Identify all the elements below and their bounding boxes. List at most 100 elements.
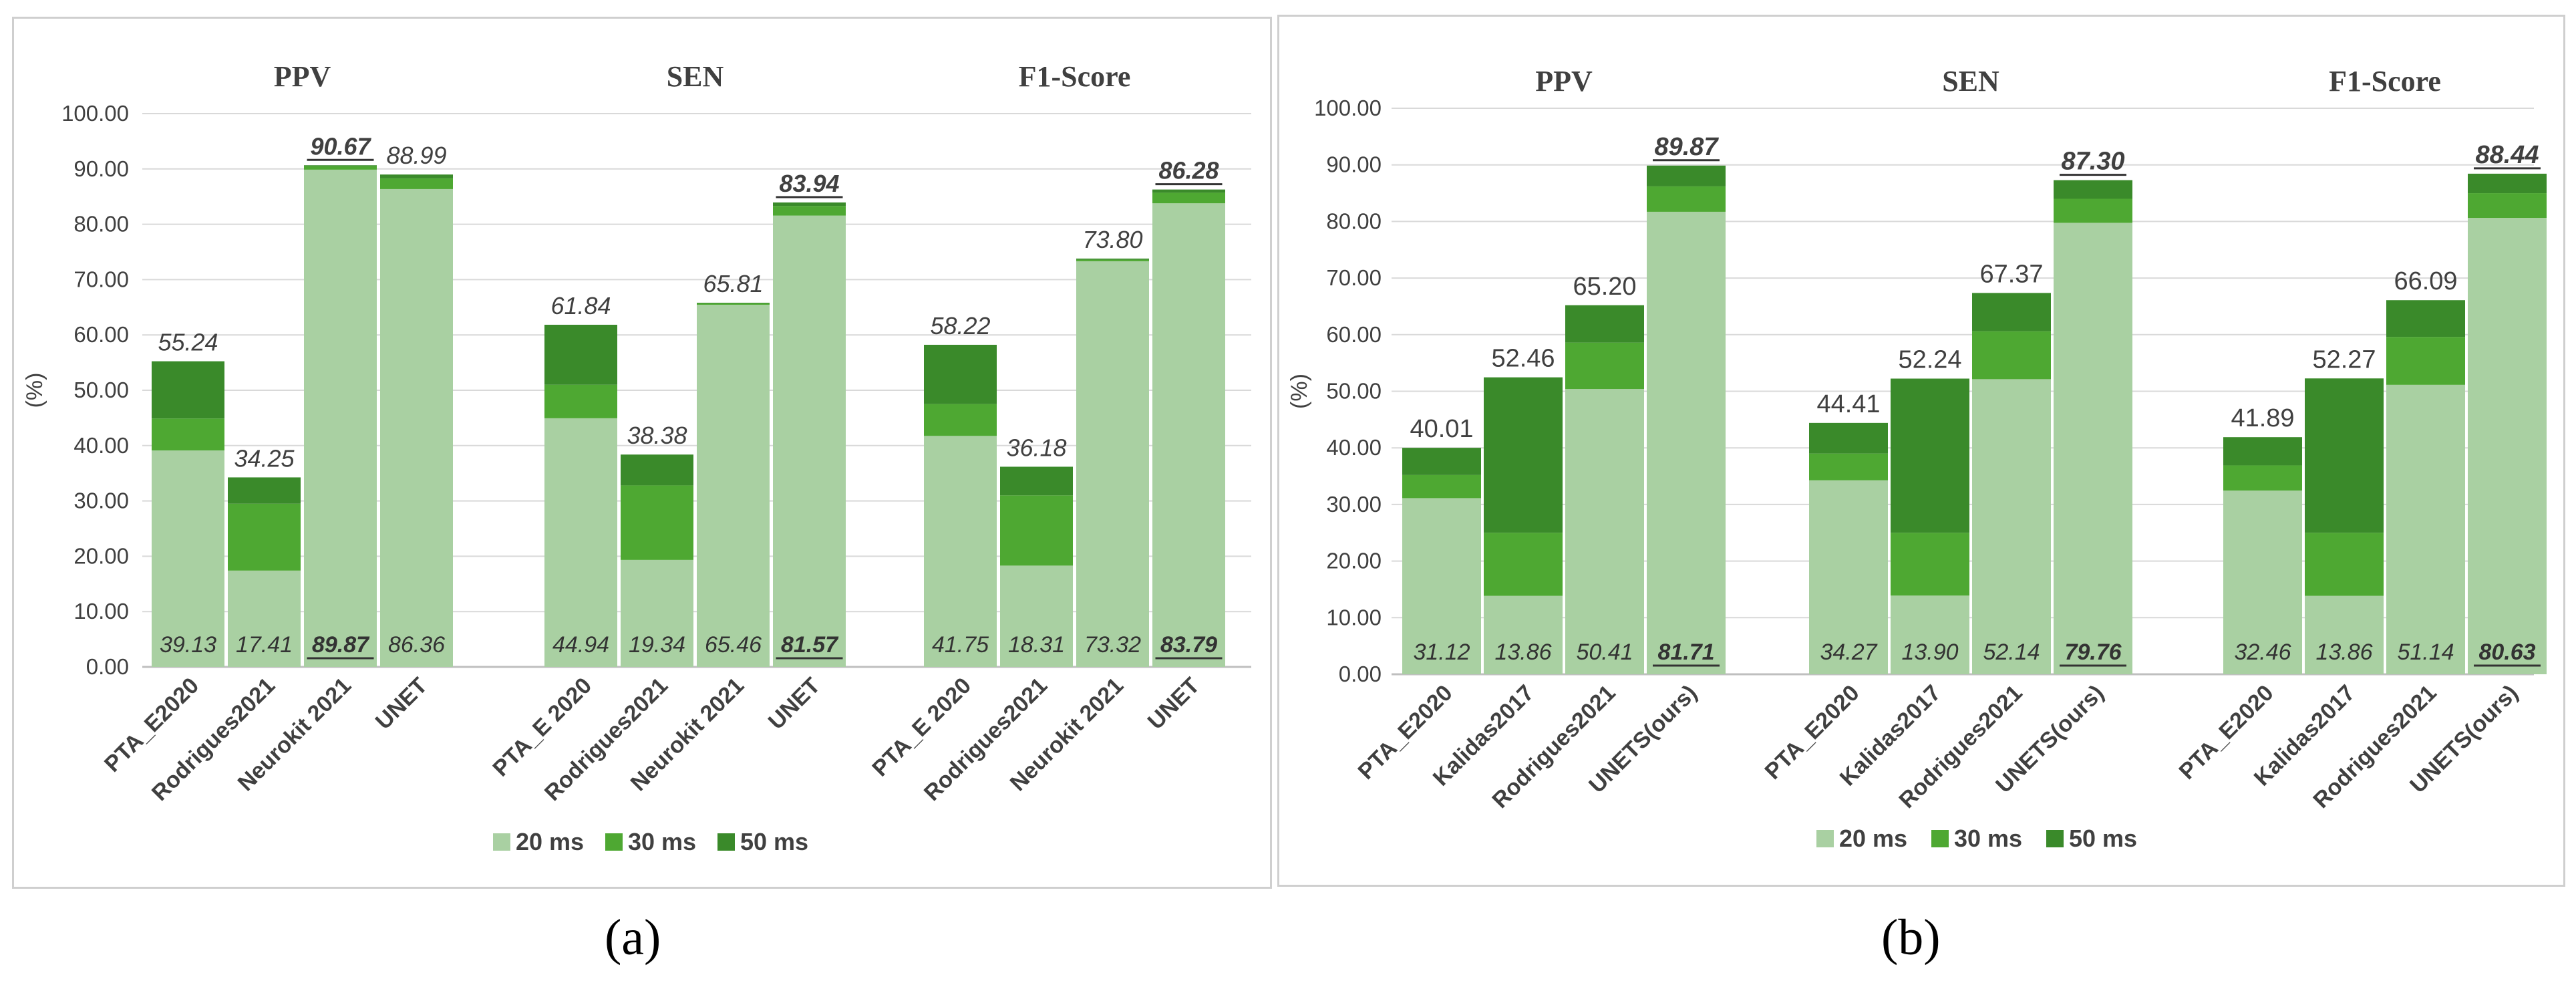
bar-total-label: 83.94 bbox=[779, 170, 839, 197]
chart-panel-b: 0.00 10.00 20.00 30.00 40.00 50.00 60.00 70.00 8… bbox=[1277, 15, 2565, 887]
y-axis-label: (%) bbox=[1287, 374, 1312, 409]
category-label: UNET bbox=[371, 673, 432, 734]
y-tick-label: 20.00 bbox=[1326, 549, 1382, 573]
bar-base-label: 34.27 bbox=[1820, 640, 1877, 665]
legend-label: 50 ms bbox=[2069, 825, 2137, 852]
y-tick-label: 90.00 bbox=[73, 156, 129, 181]
bar-segment-30ms bbox=[697, 303, 770, 305]
chart-a-svg: 0.00 10.00 20.00 30.00 40.00 50.00 60.00 70.00 8… bbox=[22, 60, 1251, 855]
bar-total-label: 65.20 bbox=[1573, 273, 1636, 301]
bar-segment-50ms bbox=[2223, 437, 2302, 466]
bar-segment-50ms bbox=[773, 202, 846, 206]
bar-total-label: 88.44 bbox=[2475, 141, 2539, 169]
bar-base-label: 13.90 bbox=[1901, 640, 1958, 665]
bar-total-label: 36.18 bbox=[1006, 434, 1066, 461]
bar-base-label: 86.36 bbox=[388, 632, 445, 658]
bar-total-label: 34.25 bbox=[234, 444, 295, 472]
bar-segment-50ms bbox=[1565, 305, 1644, 343]
bar-segment-50ms bbox=[1152, 189, 1225, 193]
bar-base-label: 51.14 bbox=[2397, 640, 2454, 665]
caption-b: (b) bbox=[1881, 909, 1941, 966]
bar-segment-20ms bbox=[2223, 490, 2302, 674]
bar-segment-20ms bbox=[2386, 384, 2465, 674]
bar-segment-30ms bbox=[1972, 331, 2051, 380]
bar-segment-30ms bbox=[773, 206, 846, 216]
bar-segment-30ms bbox=[2468, 193, 2547, 219]
bar-segment-20ms bbox=[2054, 223, 2132, 674]
legend-swatch bbox=[1931, 830, 1949, 847]
bar-total-label: 65.81 bbox=[703, 270, 763, 297]
bar-segment-30ms bbox=[152, 418, 224, 451]
y-tick-label: 20.00 bbox=[73, 543, 129, 568]
bar-base-label: 13.86 bbox=[2315, 640, 2372, 665]
bar-segment-20ms bbox=[621, 559, 693, 667]
bar-base-label: 44.94 bbox=[552, 632, 609, 658]
bar-base-label: 39.13 bbox=[160, 632, 216, 658]
bar-segment-20ms bbox=[1152, 203, 1225, 667]
bar-segment-20ms bbox=[228, 570, 301, 667]
bar-segment-20ms bbox=[2468, 218, 2547, 674]
bar-total-label: 58.22 bbox=[930, 312, 990, 339]
y-tick-label: 100.00 bbox=[1314, 96, 1382, 120]
bar-base-label: 79.76 bbox=[2064, 640, 2122, 665]
bar-segment-30ms bbox=[544, 384, 617, 418]
bar-base-label: 17.41 bbox=[236, 632, 293, 658]
bar-segment-50ms bbox=[1891, 378, 1969, 533]
bar-segment-30ms bbox=[1809, 453, 1888, 480]
bar-segment-30ms bbox=[1565, 342, 1644, 390]
group-title: SEN bbox=[667, 60, 724, 93]
bar-segment-50ms bbox=[544, 324, 617, 385]
y-axis-label: (%) bbox=[22, 373, 47, 408]
y-tick-label: 10.00 bbox=[73, 599, 129, 623]
bar-segment-30ms bbox=[1891, 533, 1969, 596]
bar-segment-50ms bbox=[2305, 378, 2384, 533]
y-tick-label: 10.00 bbox=[1326, 605, 1382, 629]
bar-segment-30ms bbox=[228, 503, 301, 571]
y-tick-label: 80.00 bbox=[1326, 208, 1382, 233]
bar-base-label: 13.86 bbox=[1494, 640, 1551, 665]
bar-segment-50ms bbox=[304, 165, 377, 166]
bar-segment-20ms bbox=[1565, 389, 1644, 674]
bar-segment-20ms bbox=[544, 418, 617, 667]
bar-total-label: 87.30 bbox=[2061, 148, 2124, 176]
bar-segment-30ms bbox=[621, 485, 693, 560]
bar-segment-50ms bbox=[1076, 258, 1149, 260]
bar-segment-50ms bbox=[621, 454, 693, 486]
bar-segment-30ms bbox=[1000, 495, 1073, 566]
bar-segment-20ms bbox=[1076, 261, 1149, 667]
chart-b-svg: 0.00 10.00 20.00 30.00 40.00 50.00 60.00 70.00 8… bbox=[1287, 65, 2547, 852]
bar-total-label: 73.80 bbox=[1082, 226, 1142, 253]
bar-segment-20ms bbox=[1647, 211, 1726, 675]
bar-segment-20ms bbox=[924, 436, 997, 667]
bar-base-label: 81.57 bbox=[781, 632, 839, 658]
bar-segment-30ms bbox=[1484, 533, 1563, 596]
category-label: UNET bbox=[1143, 673, 1204, 734]
bar-total-label: 55.24 bbox=[158, 329, 218, 356]
bar-segment-50ms bbox=[2468, 173, 2547, 194]
y-tick-label: 70.00 bbox=[73, 267, 129, 291]
bar-total-label: 52.46 bbox=[1491, 345, 1555, 373]
bar-base-label: 73.32 bbox=[1084, 632, 1141, 658]
y-tick-label: 40.00 bbox=[1326, 435, 1382, 460]
y-tick-label: 0.00 bbox=[1339, 662, 1382, 686]
bar-base-label: 83.79 bbox=[1160, 632, 1217, 658]
bar-base-label: 32.46 bbox=[2234, 640, 2291, 665]
bar-segment-30ms bbox=[1152, 192, 1225, 204]
group-title: PPV bbox=[274, 60, 331, 93]
bar-base-label: 19.34 bbox=[629, 632, 685, 658]
y-tick-label: 40.00 bbox=[73, 433, 129, 458]
bar-segment-20ms bbox=[1484, 595, 1563, 674]
group-title: SEN bbox=[1942, 65, 1999, 98]
bar-base-label: 65.46 bbox=[705, 632, 762, 658]
legend-label: 30 ms bbox=[628, 828, 696, 855]
bar-total-label: 41.89 bbox=[2231, 404, 2294, 432]
legend-label: 50 ms bbox=[740, 828, 808, 855]
legend-label: 30 ms bbox=[1954, 825, 2022, 852]
y-tick-label: 50.00 bbox=[1326, 379, 1382, 404]
bar-segment-20ms bbox=[2305, 595, 2384, 674]
bar-total-label: 52.27 bbox=[2312, 345, 2376, 374]
bar-segment-50ms bbox=[1402, 448, 1481, 475]
bar-segment-30ms bbox=[1076, 259, 1149, 261]
bar-segment-50ms bbox=[2386, 300, 2465, 337]
bar-segment-30ms bbox=[2223, 465, 2302, 491]
